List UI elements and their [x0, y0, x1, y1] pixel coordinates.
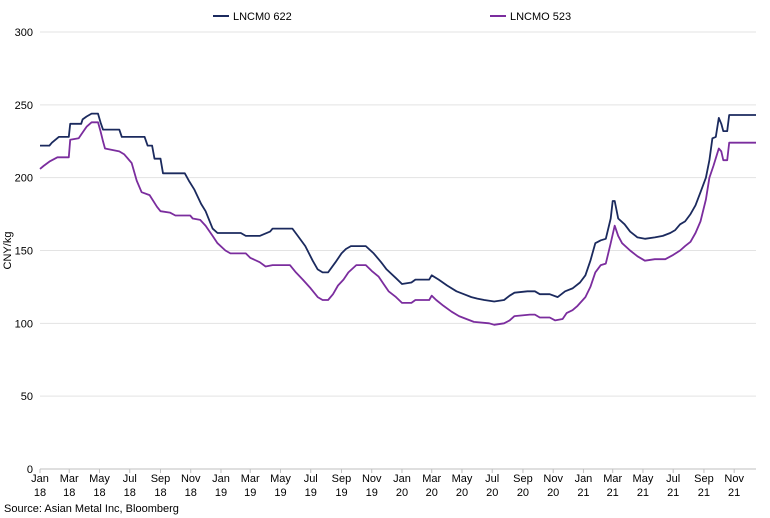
legend-label-1: LNCM0 622	[233, 11, 292, 23]
x-tick-label: Sep 18	[151, 473, 171, 499]
x-tick-label: May 20	[452, 473, 473, 499]
x-tick-label: Mar 20	[422, 473, 441, 499]
x-tick-label: Jul 21	[666, 473, 680, 499]
series-line-2	[39, 121, 756, 326]
x-tick-label: Jul 20	[485, 473, 499, 499]
x-tick-label: Nov 21	[724, 473, 744, 499]
x-tick-label: Mar 18	[60, 473, 79, 499]
y-tick-label: 200	[15, 173, 33, 185]
x-tick-label: Jan 19	[212, 473, 230, 499]
x-tick-label: Jan 20	[393, 473, 411, 499]
y-tick-label: 100	[15, 318, 33, 330]
x-tick-label: May 21	[633, 473, 654, 499]
y-tick-label: 0	[27, 464, 33, 476]
x-tick-label: Jul 19	[304, 473, 318, 499]
y-tick-label: 250	[15, 100, 33, 112]
x-axis-ticks: Jan 18 Mar 18 May 18 Jul 18 Sep 18 Nov 18 Jan 19 Mar 19…	[31, 469, 744, 499]
x-tick-label: Jan 21	[575, 473, 593, 499]
gridlines	[40, 31, 756, 397]
x-tick-label: Jul 18	[123, 473, 137, 499]
x-tick-label: Nov 20	[543, 473, 563, 499]
x-tick-label: Nov 19	[362, 473, 382, 499]
y-tick-label: 50	[21, 391, 33, 403]
x-tick-label: Mar 19	[241, 473, 260, 499]
series-lines	[39, 112, 756, 326]
x-tick-label: Sep 20	[513, 473, 533, 499]
y-axis-label: CNY/kg	[2, 232, 14, 270]
x-tick-label: Jan 18	[31, 473, 49, 499]
y-axis-ticks: 0 50 100 150 200 250 300	[15, 27, 33, 476]
source-note: Source: Asian Metal Inc, Bloomberg	[4, 503, 179, 515]
x-tick-label: Nov 18	[181, 473, 201, 499]
x-tick-label: Sep 21	[694, 473, 714, 499]
x-tick-label: Mar 21	[603, 473, 622, 499]
x-tick-label: Sep 19	[332, 473, 352, 499]
legend: LNCM0 622 LNCMO 523	[213, 11, 571, 23]
x-tick-label: May 18	[89, 473, 110, 499]
series-line-1	[40, 112, 756, 303]
y-tick-label: 150	[15, 246, 33, 258]
x-tick-label: May 19	[270, 473, 291, 499]
legend-label-2: LNCMO 523	[510, 11, 571, 23]
y-tick-label: 300	[15, 27, 33, 39]
